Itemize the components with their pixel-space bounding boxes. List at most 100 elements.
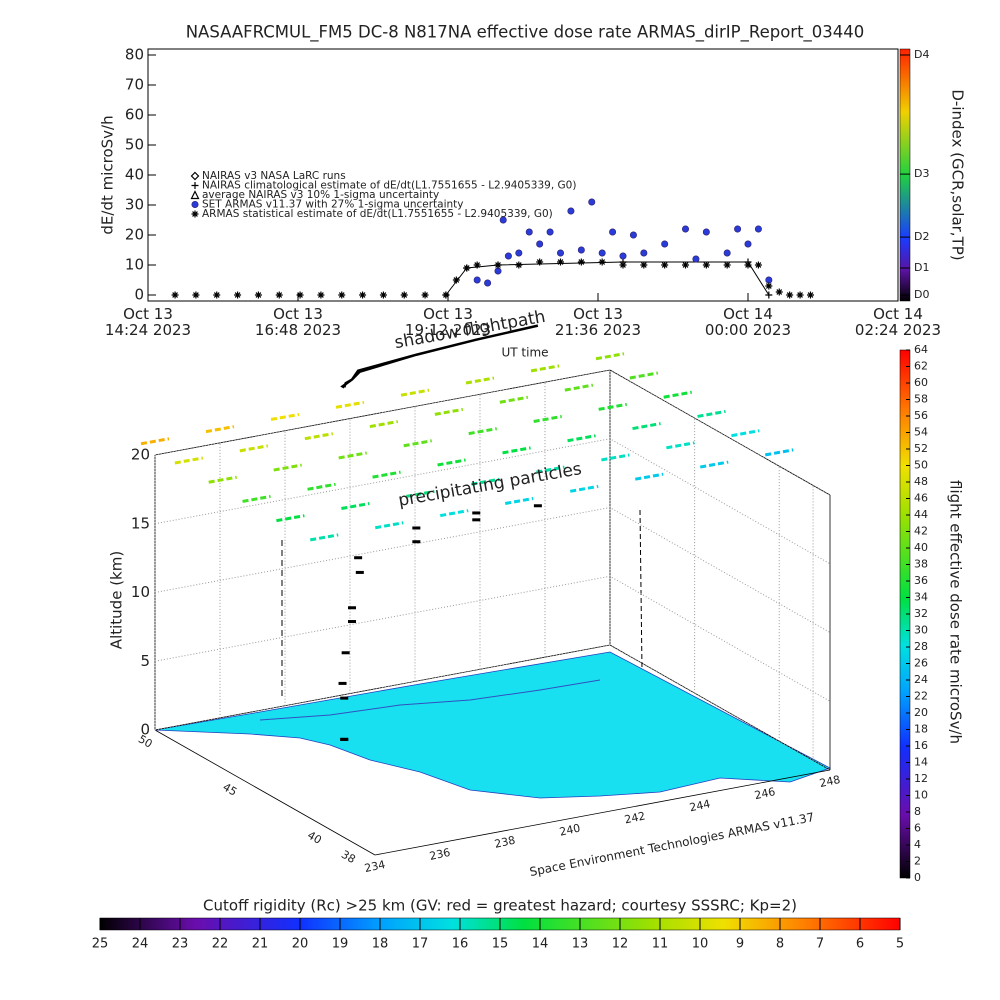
y-tick-label: 10 [125, 256, 144, 274]
colorbar-tick-label: 54 [914, 426, 928, 439]
colorbar-label: flight effective dose rate microSv/h [947, 480, 965, 744]
dose-dash [406, 489, 435, 498]
z-axis-label: Altitude (km) [108, 551, 126, 649]
dose-dash [140, 437, 170, 446]
flight-point [340, 696, 349, 700]
series-line [445, 261, 770, 296]
data-point [473, 276, 481, 284]
z-tick-label: 5 [140, 652, 150, 670]
data-point [598, 258, 606, 266]
colorbar-tick-label: 18 [914, 723, 928, 736]
data-point [754, 225, 762, 233]
data-point [702, 261, 710, 269]
legend-marker [191, 201, 199, 209]
y2-tick-label: D4 [914, 48, 929, 61]
colorbar-tick-label: 19 [332, 937, 349, 952]
colorbar-tick-label: 20 [292, 937, 309, 952]
data-point [463, 264, 471, 272]
dose-dash [731, 429, 760, 438]
legend-entry: NAIRAS v3 NASA LaRC runs [202, 170, 346, 182]
colorbar-tick-label: 56 [914, 409, 928, 422]
colorbar-title: Cutoff rigidity (Rc) >25 km (GV: red = g… [203, 897, 797, 915]
dose-dash [465, 376, 495, 385]
colorbar-tick-label: 9 [736, 937, 744, 952]
grid-line [154, 369, 831, 496]
flight-point [412, 526, 421, 530]
dose-dash [663, 390, 692, 399]
y2-tick-label: D3 [914, 167, 929, 180]
colorbar-tick-label: 28 [914, 640, 928, 653]
d-index-colorbar [899, 48, 911, 302]
data-point [359, 291, 367, 299]
colorbar-tick-label: 23 [172, 937, 189, 952]
colorbar-tick-label: 25 [92, 937, 109, 952]
x-tick-label: Oct 14 00:00 2023 [705, 305, 791, 339]
data-point [515, 249, 523, 257]
data-point [504, 252, 512, 260]
data-point [629, 231, 637, 239]
colorbar-tick-label: 15 [492, 937, 509, 952]
y-tick-label: 40 [305, 829, 324, 847]
z-tick-label: 15 [131, 514, 150, 532]
data-point [765, 282, 773, 290]
colorbar-tick-label: 24 [914, 673, 928, 686]
dose-dash [569, 484, 599, 493]
colorbar-tick-label: 38 [914, 558, 928, 571]
dose-dash [595, 352, 625, 361]
dose-dash [598, 402, 627, 411]
dose-dash [307, 482, 336, 491]
data-point [275, 291, 283, 299]
y-tick-label: 70 [125, 76, 144, 94]
colorbar-tick-label: 4 [914, 838, 921, 851]
dose-dash [242, 494, 271, 503]
colorbar-tick-label: 40 [914, 541, 928, 554]
x-tick-label: Oct 13 19:12 2023 [405, 305, 491, 339]
y-axis-label: dE/dt microSv/h [99, 115, 117, 234]
dose-dash [276, 514, 305, 523]
flight-point [348, 620, 357, 624]
data-point [723, 261, 731, 269]
colorbar-tick-label: 6 [856, 937, 864, 952]
data-point [786, 291, 794, 299]
data-point [661, 240, 669, 248]
y-tick-label: 60 [125, 106, 144, 124]
data-point [546, 228, 554, 236]
data-point [442, 291, 450, 299]
y-tick-label: 0 [134, 286, 144, 304]
legend-entry: SET ARMAS v11.37 with 27% 1-sigma uncert… [202, 199, 464, 211]
colorbar-tick-label: 17 [412, 937, 429, 952]
colorbar-tick-label: 30 [914, 624, 928, 637]
dose-dash [666, 441, 695, 450]
dose-dash [437, 458, 466, 467]
dose-dash [208, 475, 237, 484]
z-tick-label: 20 [131, 446, 150, 464]
x-tick-label: 248 [818, 773, 841, 790]
data-point [254, 291, 262, 299]
data-point [754, 261, 762, 269]
colorbar-tick-label: 18 [372, 937, 389, 952]
x-tick-label: 240 [558, 822, 581, 839]
data-point [807, 291, 814, 299]
colorbar-tick-label: 14 [914, 756, 928, 769]
data-point [556, 249, 564, 257]
dose-dash [270, 412, 300, 421]
dose-dash [309, 533, 339, 542]
y-tick-label: 50 [125, 136, 144, 154]
colorbar-tick-label: 58 [914, 393, 928, 406]
dose-dash [564, 383, 594, 392]
dose-dash [567, 434, 596, 443]
colorbar-tick-label: 50 [914, 459, 928, 472]
dose-dash [439, 509, 469, 518]
y-tick-label: 80 [125, 46, 144, 64]
colorbar-tick-label: 42 [914, 525, 928, 538]
dose-dash [239, 444, 269, 453]
y-tick-label: 50 [136, 732, 155, 750]
colorbar-tick-label: 44 [914, 508, 928, 521]
annotation: precipitating particles [397, 459, 584, 511]
dose-dash [400, 388, 430, 397]
data-point [234, 291, 242, 299]
data-point [452, 276, 460, 284]
grid-line [154, 506, 831, 633]
land-map [154, 651, 831, 799]
dose-dash [338, 451, 367, 460]
